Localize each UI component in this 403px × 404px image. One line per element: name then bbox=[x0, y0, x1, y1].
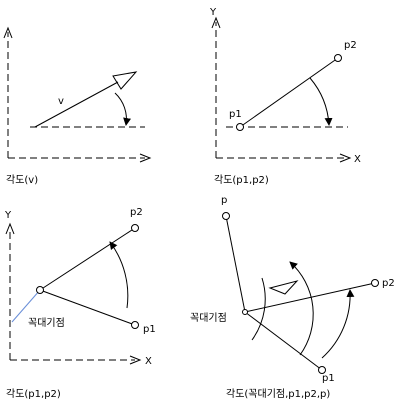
point bbox=[236, 123, 244, 131]
angle-arc bbox=[289, 261, 314, 356]
direction-head bbox=[268, 280, 299, 295]
point bbox=[222, 212, 230, 220]
arrow bbox=[5, 222, 15, 235]
point bbox=[242, 309, 248, 315]
panel-4: p p2 p1 꼭대기점 각도(꼭대기점,p1,p2,p) bbox=[190, 195, 395, 400]
point bbox=[36, 286, 44, 294]
angle-arc bbox=[114, 92, 132, 126]
vector-head bbox=[112, 71, 138, 90]
label: p2 bbox=[130, 207, 143, 218]
label: p1 bbox=[229, 109, 242, 120]
label: v bbox=[58, 96, 64, 107]
arrow bbox=[339, 153, 352, 163]
line bbox=[244, 282, 376, 313]
line bbox=[244, 311, 323, 371]
vector bbox=[34, 81, 119, 128]
label: 꼭대기점 bbox=[28, 317, 65, 329]
arrow bbox=[139, 153, 152, 163]
label: p bbox=[221, 195, 227, 206]
point bbox=[334, 54, 342, 62]
line bbox=[225, 215, 246, 313]
label: X bbox=[145, 356, 152, 367]
caption: 각도(p1,p2) bbox=[6, 388, 61, 400]
point bbox=[318, 366, 326, 374]
point bbox=[131, 224, 139, 232]
angle-arc bbox=[309, 77, 333, 126]
point bbox=[371, 279, 379, 287]
line bbox=[39, 289, 136, 326]
label: 꼭대기점 bbox=[190, 312, 227, 324]
label: p2 bbox=[344, 40, 357, 51]
label: Y bbox=[4, 210, 12, 221]
arrow bbox=[129, 355, 142, 365]
arrow bbox=[211, 16, 221, 29]
caption: 각도(꼭대기점,p1,p2,p) bbox=[226, 388, 330, 400]
arrow bbox=[3, 26, 13, 39]
caption: 각도(p1,p2) bbox=[214, 174, 269, 186]
leader bbox=[11, 289, 41, 323]
angle-arc bbox=[251, 277, 266, 341]
caption: 각도(v) bbox=[6, 174, 38, 186]
label: X bbox=[354, 154, 361, 165]
panel-2: Y X p1 p2 각도(p1,p2) bbox=[209, 7, 361, 186]
label: p2 bbox=[382, 278, 395, 289]
panel-1: v 각도(v) bbox=[3, 26, 152, 186]
label: p1 bbox=[143, 324, 156, 335]
label: Y bbox=[209, 7, 217, 18]
point bbox=[131, 321, 139, 329]
line bbox=[239, 57, 339, 128]
panel-3: Y X p2 p1 꼭대기점 각도(p1,p2) bbox=[4, 207, 156, 400]
line bbox=[39, 227, 136, 291]
label: p1 bbox=[322, 373, 335, 384]
angle-arc bbox=[109, 241, 129, 309]
angle-arc bbox=[321, 289, 355, 359]
